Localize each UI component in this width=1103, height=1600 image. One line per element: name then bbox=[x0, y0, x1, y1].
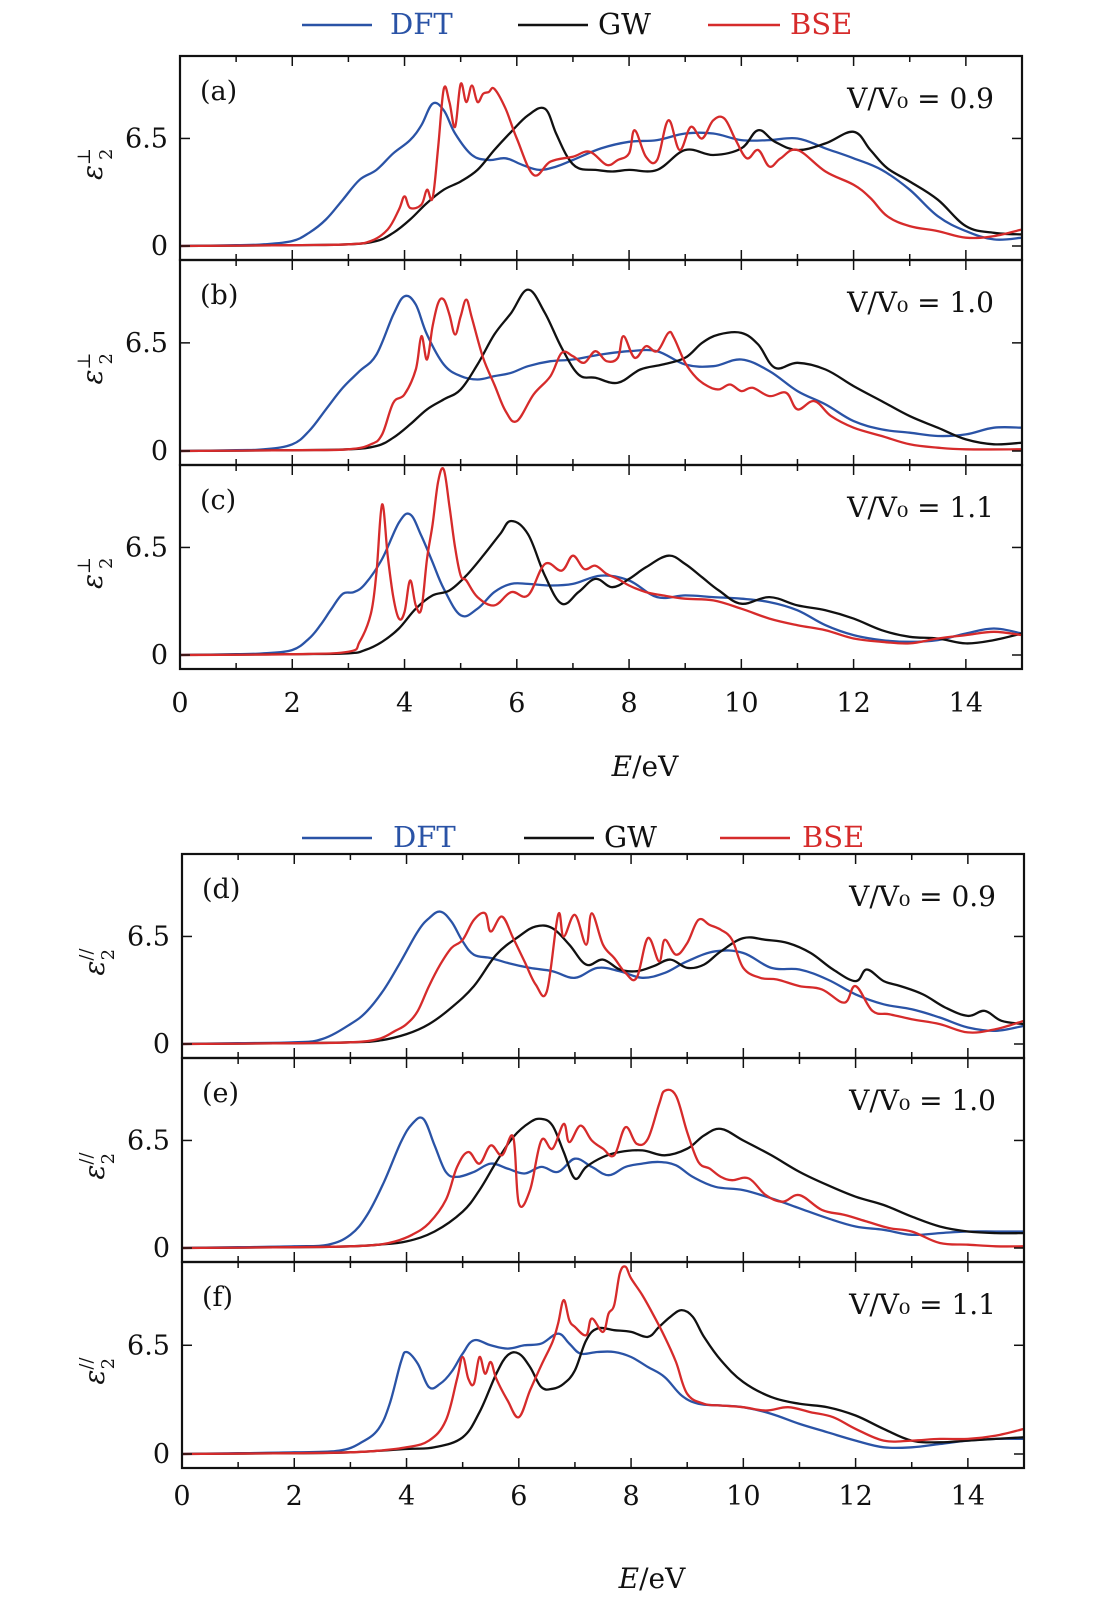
panel-f-bse-line bbox=[182, 1265, 1024, 1456]
panel-b-ytick-label-zero: 0 bbox=[151, 436, 168, 467]
panel-b-dft-line bbox=[180, 294, 1022, 453]
panel-e-ytick-label-top: 6.5 bbox=[127, 1125, 170, 1156]
panel-e-ylabel: ε//2 bbox=[76, 1151, 119, 1179]
panel-c-xtick-label: 10 bbox=[724, 688, 758, 719]
panel-f-xtick-label: 10 bbox=[726, 1481, 760, 1512]
panel-c-dft-line bbox=[180, 512, 1022, 657]
panel-f-frame bbox=[180, 1260, 1026, 1470]
panel-c-series bbox=[180, 467, 1022, 657]
panel-c-ytick-label-top: 6.5 bbox=[125, 532, 168, 563]
panel-d-series bbox=[182, 910, 1024, 1046]
panel-e-dft-line bbox=[182, 1116, 1024, 1250]
panel-d-ylabel: ε//2 bbox=[76, 947, 119, 975]
panel-a-dft-line bbox=[180, 101, 1022, 248]
panel-d-dft-line bbox=[182, 910, 1024, 1046]
legend-top-bse-label: BSE bbox=[790, 7, 852, 41]
panel-a-gw-line bbox=[180, 106, 1022, 248]
panel-a-tag: (a) bbox=[200, 76, 237, 107]
panel-f-series bbox=[182, 1265, 1024, 1456]
panel-e-volume-label: V/V₀ = 1.0 bbox=[848, 1084, 996, 1117]
panel-c-ytick-label-zero: 0 bbox=[151, 640, 168, 671]
panel-d-ytick-label-top: 6.5 bbox=[127, 921, 170, 952]
panel-c-ylabel: ε⊥2 bbox=[74, 557, 117, 589]
panel-b-series bbox=[180, 288, 1022, 453]
panel-f-gw-line bbox=[182, 1308, 1024, 1456]
panel-e-ytick-label-zero: 0 bbox=[153, 1233, 170, 1264]
legend-top-dft-label: DFT bbox=[390, 7, 453, 41]
panel-c-tag: (c) bbox=[200, 485, 236, 516]
panel-e-tag: (e) bbox=[202, 1078, 239, 1109]
panel-f-ytick-label-top: 6.5 bbox=[127, 1330, 170, 1361]
panel-c-xtick-label: 12 bbox=[836, 688, 870, 719]
panel-d-ytick-label-zero: 0 bbox=[153, 1029, 170, 1060]
legend-top-gw-label: GW bbox=[598, 7, 651, 41]
panel-c-xtick-label: 4 bbox=[396, 688, 413, 719]
x-axis-title-bottom-text: E/eV bbox=[618, 1562, 686, 1595]
x-axis-title-top: E/eV bbox=[611, 750, 679, 783]
panel-f: 0 6.5 ε//2 (f) V/V₀ = 1.1 0 2 4 6 8 10 12 14 bbox=[76, 1260, 1026, 1512]
panel-a-ylabel: ε⊥2 bbox=[74, 148, 117, 180]
panel-c-xtick-label: 14 bbox=[949, 688, 983, 719]
panel-a-ytick-label-zero: 0 bbox=[151, 231, 168, 262]
panel-f-tag: (f) bbox=[202, 1282, 233, 1313]
panel-d-volume-label: V/V₀ = 0.9 bbox=[848, 880, 996, 913]
panel-b-bse-line bbox=[180, 297, 1022, 453]
panel-f-xtick-label: 8 bbox=[622, 1481, 639, 1512]
panel-b-ylabel: ε⊥2 bbox=[74, 353, 117, 385]
panel-f-volume-label: V/V₀ = 1.1 bbox=[848, 1288, 996, 1321]
panel-c-gw-line bbox=[180, 519, 1022, 657]
legend-bottom: DFT GW BSE bbox=[302, 820, 864, 854]
panel-d: 0 6.5 ε//2 (d) V/V₀ = 0.9 bbox=[76, 852, 1026, 1060]
panel-f-xtick-label: 12 bbox=[838, 1481, 872, 1512]
panel-b: 0 6.5 ε⊥2 (b) V/V₀ = 1.0 bbox=[74, 258, 1024, 467]
panel-c-volume-label: V/V₀ = 1.1 bbox=[846, 491, 994, 524]
panel-f-xtick-label: 0 bbox=[173, 1481, 190, 1512]
panels: 0 6.5 ε⊥2 (a) V/V₀ = 0.9 0 6.5 ε⊥2 (b) V/V₀ = 1.0… bbox=[74, 54, 1026, 1512]
x-axis-title-bottom: E/eV bbox=[618, 1562, 686, 1595]
panel-b-tag: (b) bbox=[200, 280, 238, 311]
panel-a: 0 6.5 ε⊥2 (a) V/V₀ = 0.9 bbox=[74, 54, 1024, 262]
panel-e-series bbox=[182, 1088, 1024, 1250]
panel-f-xtick-label: 6 bbox=[510, 1481, 527, 1512]
panel-b-gw-line bbox=[180, 288, 1022, 453]
panel-f-ylabel: ε//2 bbox=[76, 1356, 119, 1384]
x-axis-title-top-text: E/eV bbox=[611, 750, 679, 783]
panel-f-xtick-label: 14 bbox=[951, 1481, 985, 1512]
panel-b-volume-label: V/V₀ = 1.0 bbox=[846, 286, 994, 319]
panel-c-xtick-label: 2 bbox=[284, 688, 301, 719]
panel-a-series bbox=[180, 82, 1022, 248]
panel-d-tag: (d) bbox=[202, 874, 240, 905]
panel-f-xtick-label: 2 bbox=[286, 1481, 303, 1512]
panel-e: 0 6.5 ε//2 (e) V/V₀ = 1.0 bbox=[76, 1056, 1026, 1264]
legend-top: DFT GW BSE bbox=[302, 7, 852, 41]
panel-c-frame bbox=[178, 463, 1024, 671]
panel-c-xtick-label: 6 bbox=[508, 688, 525, 719]
panel-c-bse-line bbox=[180, 467, 1022, 657]
panel-d-bse-line bbox=[182, 911, 1024, 1046]
panel-c-xtick-label: 8 bbox=[620, 688, 637, 719]
legend-bottom-bse-label: BSE bbox=[802, 820, 864, 854]
panel-b-ytick-label-top: 6.5 bbox=[125, 328, 168, 359]
panel-a-volume-label: V/V₀ = 0.9 bbox=[846, 82, 994, 115]
panel-f-dft-line bbox=[182, 1332, 1024, 1456]
panel-c: 0 6.5 ε⊥2 (c) V/V₀ = 1.1 0 2 4 6 8 10 12 14 bbox=[74, 463, 1024, 719]
legend-bottom-dft-label: DFT bbox=[393, 820, 456, 854]
panel-f-ytick-label-zero: 0 bbox=[153, 1439, 170, 1470]
panel-c-xtick-label: 0 bbox=[171, 688, 188, 719]
panel-f-xtick-label: 4 bbox=[398, 1481, 415, 1512]
panel-a-ytick-label-top: 6.5 bbox=[125, 123, 168, 154]
panel-e-bse-line bbox=[182, 1088, 1024, 1250]
legend-bottom-gw-label: GW bbox=[604, 820, 657, 854]
panel-a-bse-line bbox=[180, 82, 1022, 248]
panel-d-gw-line bbox=[182, 924, 1024, 1046]
